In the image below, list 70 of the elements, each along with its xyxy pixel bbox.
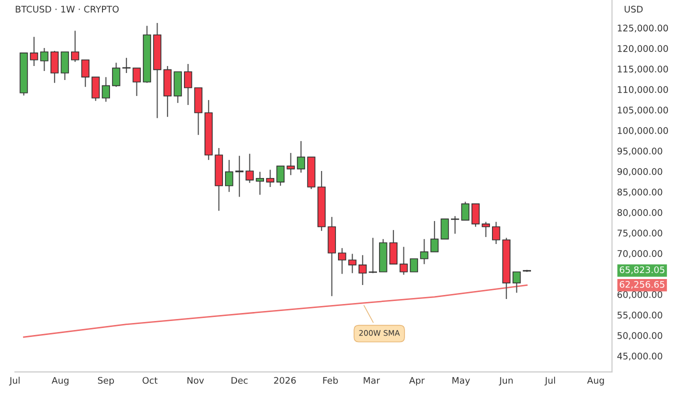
line-series	[23, 284, 528, 338]
candlestick	[30, 36, 38, 67]
candlestick	[286, 152, 295, 176]
y-tick-label: 55,000.00	[618, 312, 662, 320]
y-tick-label: 60,000.00	[617, 291, 662, 299]
candlestick	[71, 30, 80, 62]
candlestick	[450, 216, 460, 234]
candlestick	[102, 76, 110, 102]
y-tick-label: 75,000.00	[618, 230, 662, 238]
x-tick-label: May	[452, 377, 470, 386]
candlestick	[184, 63, 192, 106]
candlestick	[132, 68, 141, 97]
x-tick-label: Jun	[498, 377, 513, 386]
x-tick-label: Oct	[142, 376, 158, 384]
y-tick-label: 80,000.00	[617, 209, 662, 217]
candlestick	[420, 238, 428, 265]
candlestick	[266, 169, 274, 188]
y-tick-label: 105,000.00	[618, 106, 668, 114]
y-tick-label: 95,000.00	[617, 148, 662, 156]
text: 65,823.05	[620, 266, 664, 274]
x-tick-label: Feb	[323, 376, 338, 384]
y-tick-label: 85,000.00	[617, 188, 662, 196]
candlestick	[440, 218, 449, 240]
candlestick	[338, 248, 346, 274]
candlestick	[112, 62, 120, 88]
y-tick-label: 45,000.00	[617, 352, 662, 360]
candlestick	[471, 203, 480, 228]
candlestick	[235, 155, 244, 198]
candlestick	[60, 51, 69, 81]
candlestick	[50, 50, 59, 84]
x-tick-label: Nov	[187, 377, 204, 384]
y-tick-label: 90,000.00	[617, 168, 662, 176]
y-tick-label: 120,000.00	[618, 45, 668, 53]
x-tick-label: Mar	[364, 377, 380, 384]
candlestick	[296, 140, 306, 174]
candlestick	[410, 258, 418, 272]
candlestick	[92, 76, 100, 102]
y-tick-label: 125,000.00	[618, 24, 668, 32]
candlestick	[461, 201, 470, 221]
x-tick-label: Sep	[98, 376, 114, 386]
candlestick	[81, 59, 90, 88]
candlestick	[276, 166, 285, 186]
candlestick	[122, 57, 131, 74]
x-tick-label: Jul	[9, 376, 20, 386]
candlestick	[348, 253, 356, 274]
x-tick-label: Jul	[544, 376, 555, 386]
candlestick	[225, 159, 234, 192]
candlestick	[358, 254, 367, 286]
y-tick-label: 50,000.00	[618, 332, 662, 340]
candlestick	[430, 220, 439, 252]
x-tick-label: 2026	[274, 376, 296, 384]
y-tick-label: 100,000.00	[618, 127, 668, 135]
candlestick	[389, 229, 398, 265]
candlestick	[400, 246, 408, 276]
candlestick	[512, 271, 521, 294]
y-tick-label: 115,000.00	[618, 66, 668, 74]
x-tick-label: Apr	[409, 377, 425, 386]
text: BTCUSD · 1W · CRYPTO	[16, 6, 119, 13]
x-tick-label: Dec	[232, 377, 248, 384]
candlestick	[482, 221, 490, 238]
x-tick-label: Aug	[52, 377, 68, 386]
y-axis-title: USD	[624, 6, 643, 13]
y-tick-label: 70,000.00	[618, 250, 662, 258]
candlestick	[256, 171, 264, 196]
text: 62,256.65	[620, 280, 664, 289]
y-tick-label: 110,000.00	[618, 86, 668, 94]
x-tick-label: Aug	[587, 377, 604, 386]
candlestick	[40, 47, 48, 72]
candlestick	[246, 153, 254, 184]
candlestick	[492, 221, 500, 245]
